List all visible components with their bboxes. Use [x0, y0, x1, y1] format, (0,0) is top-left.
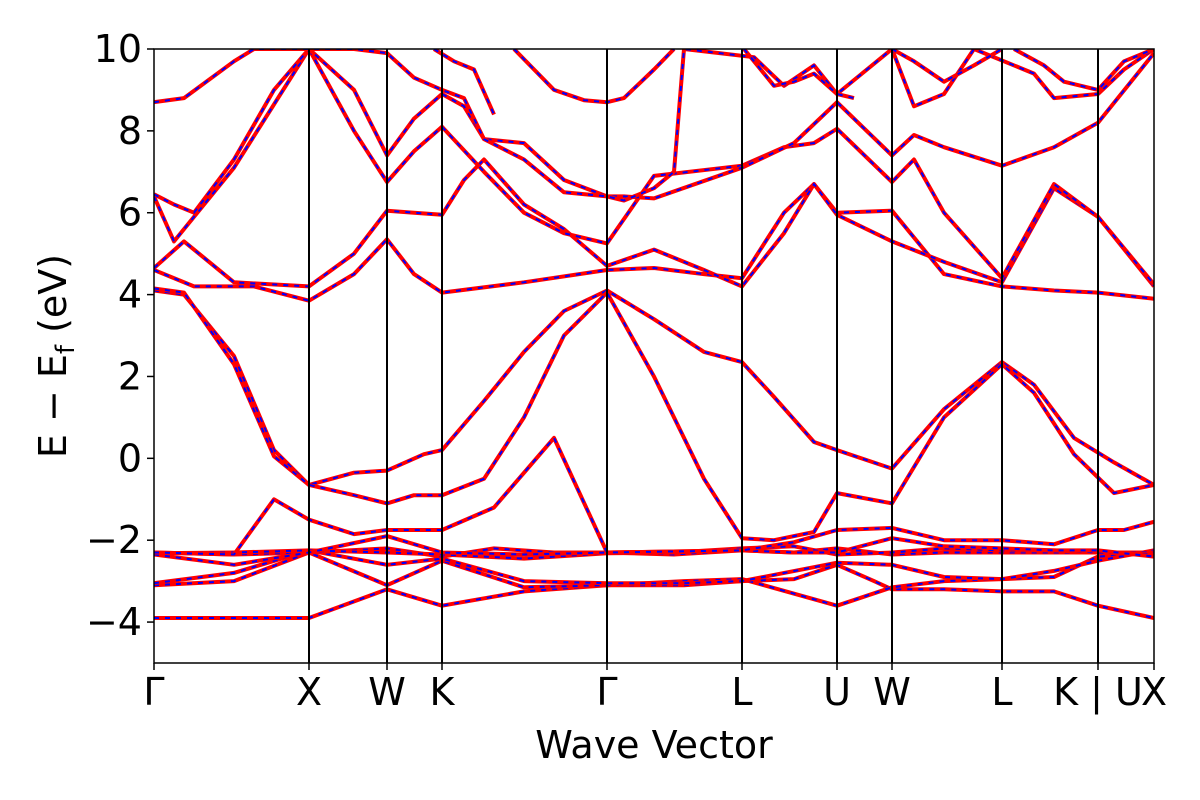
band-line-dashed-5: [154, 535, 1154, 566]
x-tick-label-2: W: [368, 670, 406, 714]
band-line-dashed-18: [1013, 49, 1154, 92]
x-axis-label: Wave Vector: [535, 723, 773, 767]
band-line-dashed-16: [743, 49, 855, 100]
x-tick-label-5: L: [731, 670, 752, 714]
band-line-solid-11: [154, 49, 1154, 286]
y-tick-label-2: 0: [118, 436, 142, 480]
kpoint-divider-lines: [308, 49, 1099, 663]
band-line-dashed-6: [154, 289, 1154, 487]
svg-text:E − Ef(eV): E − Ef (eV): [31, 254, 81, 458]
x-tick-label-3: K: [430, 670, 456, 714]
x-tick-label-6: U: [823, 670, 851, 714]
y-axis-ticks: −4 −2 0 2 4 6 8 10: [86, 27, 154, 644]
band-line-dashed-9: [154, 182, 1154, 302]
y-tick-label-7: 10: [94, 27, 142, 71]
y-tick-label-6: 8: [118, 109, 142, 153]
band-line-dashed-15: [433, 49, 495, 115]
x-tick-label-8: L: [991, 670, 1012, 714]
x-tick-label-4: Γ: [596, 670, 617, 714]
band-line-dashed-1: [154, 551, 1154, 607]
band-line-dashed-12: [154, 49, 1154, 214]
y-tick-label-3: 2: [118, 354, 142, 398]
x-tick-label-10: X: [1141, 670, 1167, 714]
y-tick-label-5: 6: [118, 191, 142, 235]
band-line-dashed-10: [154, 158, 1154, 288]
x-tick-label-0: Γ: [143, 670, 164, 714]
band-line-dashed-13: [154, 49, 1154, 202]
band-line-dashed-3: [154, 547, 1154, 558]
y-axis-label: E − Ef (eV): [31, 254, 81, 458]
y-tick-label-1: −2: [86, 518, 142, 562]
y-tick-label-0: −4: [86, 600, 142, 644]
band-line-solid-17: [891, 49, 1004, 84]
x-tick-label-1: X: [296, 670, 322, 714]
x-tick-label-7: W: [873, 670, 911, 714]
y-axis-label-main: E − E: [31, 354, 75, 458]
y-tick-label-4: 4: [118, 273, 142, 317]
band-line-dashed-7: [154, 287, 1154, 542]
y-axis-label-unit: (eV): [31, 254, 75, 333]
x-tick-label-9: K | U: [1053, 670, 1143, 715]
plot-frame: [153, 48, 1155, 664]
band-line-solid-8: [154, 435, 1154, 557]
band-line-dashed-2: [154, 549, 1154, 585]
band-line-dashed-0: [154, 563, 1154, 619]
y-axis-label-subscript: f: [51, 344, 81, 354]
